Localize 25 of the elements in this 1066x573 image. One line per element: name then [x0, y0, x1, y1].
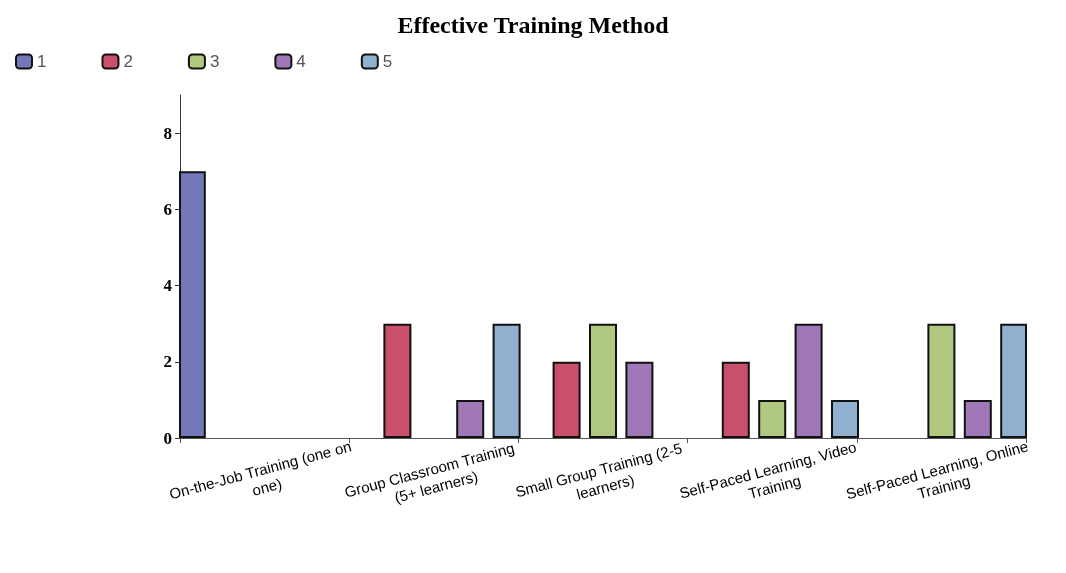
bar	[927, 323, 956, 438]
bar	[179, 171, 206, 438]
bar	[552, 361, 581, 438]
y-tick-label: 6	[163, 199, 172, 219]
y-tick-label: 0	[163, 428, 172, 448]
bar	[456, 399, 485, 438]
bar	[794, 323, 823, 438]
bar	[758, 399, 787, 438]
chart-title: Effective Training Method	[397, 12, 670, 38]
bar	[1000, 323, 1027, 438]
bar	[963, 399, 992, 438]
y-tick-label: 8	[163, 123, 172, 143]
bar	[721, 361, 750, 438]
bar	[383, 323, 412, 438]
legend-label: 4	[296, 52, 306, 71]
y-tick-label: 4	[163, 276, 173, 296]
legend-label: 2	[123, 52, 133, 71]
bar	[625, 361, 654, 438]
bar	[589, 323, 617, 438]
legend-label: 1	[37, 52, 47, 71]
bar	[492, 323, 521, 438]
y-tick-label: 2	[163, 352, 172, 372]
legend-label: 3	[209, 52, 220, 71]
legend-label: 5	[382, 52, 393, 71]
bar	[831, 399, 859, 438]
